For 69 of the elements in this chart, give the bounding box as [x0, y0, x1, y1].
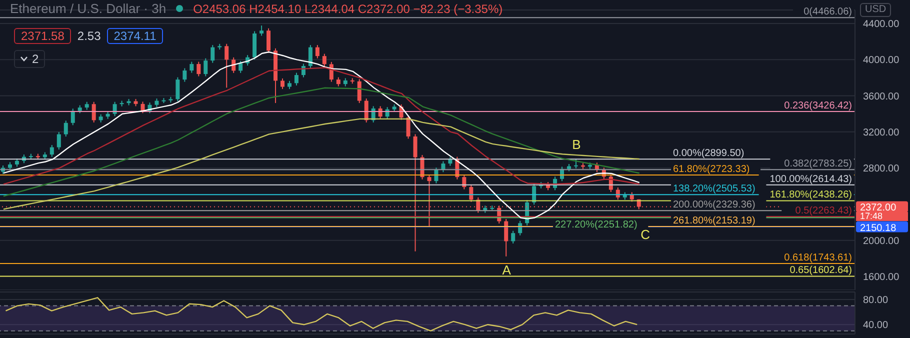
- candlestick: [315, 44, 320, 59]
- candlestick: [56, 132, 61, 150]
- candlestick: [462, 174, 466, 190]
- candlestick: [266, 28, 271, 54]
- y-tick-label: 4400.00: [863, 19, 900, 30]
- annotation: C: [640, 227, 650, 242]
- y-tick-label: 80.00: [863, 295, 888, 306]
- ref-line-label: 261.80%(2153.19): [673, 215, 756, 226]
- candlestick: [252, 30, 257, 60]
- ref-line-label: 0.618(1743.61): [784, 252, 852, 264]
- candlestick: [92, 101, 96, 123]
- y-tick-label: 2800.00: [863, 164, 900, 175]
- annotation: 2: [14, 50, 45, 68]
- y-tick-label: 3600.00: [863, 91, 900, 102]
- annotation: B: [572, 137, 581, 152]
- candlestick: [294, 72, 298, 86]
- y-tick-label: 40.00: [863, 320, 888, 332]
- candlestick: [322, 53, 326, 67]
- y-tick-label: 2000.00: [863, 236, 900, 247]
- ref-line-label: 200.00%(2329.36): [673, 200, 756, 211]
- annotation: 2374.11: [106, 28, 164, 44]
- candlestick: [308, 44, 312, 69]
- candlestick: [336, 76, 340, 87]
- ref-line-label: 0.00%(2899.50): [673, 148, 744, 160]
- y-tick-label: 1600.00: [863, 272, 900, 283]
- annotation: 2.53: [77, 29, 101, 43]
- candlestick: [260, 25, 264, 36]
- line-series: [5, 297, 638, 332]
- ref-line-label: 0.65(1602.64): [790, 265, 852, 276]
- candlestick: [280, 78, 285, 90]
- candlestick: [616, 186, 620, 200]
- candlestick: [406, 114, 410, 140]
- ref-line-label: 2150.18: [860, 222, 897, 234]
- ref-line-label: 0.5(2263.43): [795, 206, 852, 217]
- text: 17:48: [856, 210, 908, 221]
- candlestick: [630, 192, 634, 202]
- candlestick: [196, 61, 201, 77]
- candlestick: [70, 108, 75, 126]
- ref-line-label: 161.80%(2438.26): [770, 190, 852, 201]
- candlestick: [224, 43, 229, 88]
- candlestick: [64, 120, 68, 138]
- candlestick: [190, 61, 194, 74]
- text: USD: [860, 3, 892, 17]
- ref-line-label: 100.00%(2614.43): [770, 174, 852, 185]
- ref-line-label: 61.80%(2723.33): [673, 164, 750, 175]
- candlestick: [210, 44, 215, 64]
- annotation: O2453.06 H2454.10 L2344.04 C2372.00 −82.23 (−3.35%): [193, 2, 503, 16]
- ref-line-label: 0.382(2783.25): [784, 158, 852, 170]
- candlestick: [204, 58, 208, 77]
- ref-line-label: 138.20%(2505.53): [673, 184, 756, 195]
- ref-line-label: 227.20%(2251.82): [555, 220, 638, 231]
- candlestick: [50, 144, 54, 158]
- y-tick-label: 4000.00: [863, 55, 900, 66]
- candlestick: [140, 101, 145, 114]
- candlestick: [574, 158, 578, 170]
- candlestick: [357, 78, 362, 104]
- candlestick: [511, 230, 516, 244]
- candlestick: [504, 218, 508, 257]
- annotation: 2371.58: [14, 28, 72, 44]
- candlestick: [238, 60, 243, 74]
- candlestick: [176, 76, 180, 102]
- ref-line-label: 0(4466.06): [804, 6, 852, 18]
- candlestick: [469, 184, 474, 202]
- candlestick: [182, 68, 187, 82]
- candlestick: [112, 101, 117, 117]
- y-tick-label: 3200.00: [863, 127, 900, 138]
- annotation: A: [502, 262, 512, 278]
- ref-line-label: 0.236(3426.42): [784, 100, 852, 112]
- chart-title: Ethereum / U.S. Dollar · 3h: [10, 1, 166, 16]
